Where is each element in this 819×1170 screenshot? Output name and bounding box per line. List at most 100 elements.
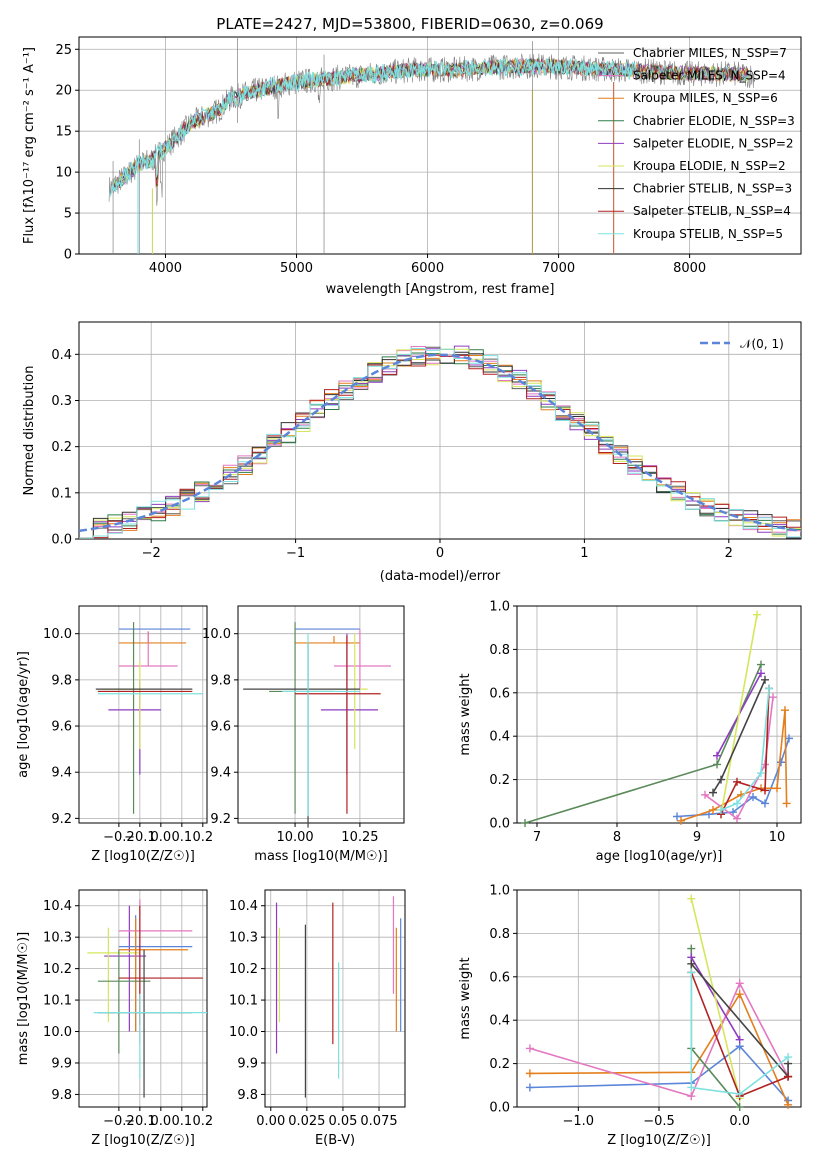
x-tick-label: 0.2 xyxy=(192,830,213,845)
x-tick-label: 9 xyxy=(693,830,701,845)
y-tick-label: 0.4 xyxy=(489,730,510,745)
y-tick-label: 0.0 xyxy=(51,533,72,548)
x-tick-label: 7 xyxy=(533,830,541,845)
massweight-age-point xyxy=(785,734,793,743)
y-tick-label: 0.8 xyxy=(489,927,510,942)
massweight-Z-point xyxy=(784,1053,793,1062)
x-tick-label: 0.0 xyxy=(150,830,171,845)
massweight-Z-point xyxy=(735,990,744,999)
massweight-age-point xyxy=(733,814,741,823)
y-tick-label: 0.2 xyxy=(489,1057,510,1072)
x-tick-label: −0.1 xyxy=(124,830,156,845)
massweight-age-point xyxy=(713,751,721,760)
axes-frame xyxy=(237,605,405,824)
y-tick-label: 10.2 xyxy=(229,962,258,977)
y-axis-label: Flux [fλ10⁻¹⁷ erg cm⁻² s⁻¹ A⁻¹] xyxy=(22,47,37,244)
error-bar-6 xyxy=(243,642,360,828)
normal-curve xyxy=(78,353,802,533)
chart-massweight_vs_Z: −1.0 −0.5 0.0 0.0 0.2 0.4 0.6 0.8 1.0 Z [log10(Z/… xyxy=(458,884,802,1148)
y-tick-label: 9.2 xyxy=(210,812,231,827)
x-tick-label: 10.25 xyxy=(341,830,378,845)
massweight-age-point xyxy=(701,790,709,799)
y-tick-label: 10.0 xyxy=(43,1025,72,1040)
massweight-Z-point xyxy=(735,1089,744,1098)
y-tick-label: 0.6 xyxy=(489,970,510,985)
x-axis-label: Z [log10(Z/Z☉)] xyxy=(91,849,195,864)
grid-lines xyxy=(238,606,404,823)
x-tick-label: −0.1 xyxy=(124,1114,156,1129)
massweight-Z-line-2 xyxy=(529,981,789,1098)
grid-lines xyxy=(265,890,405,1107)
x-tick-label: 10 xyxy=(769,830,786,845)
y-tick-label: 9.6 xyxy=(210,720,231,735)
grid-lines xyxy=(79,606,207,823)
chart-mass_vs_EBV: 0.00 0.025 0.05 0.075 9.8 9.9 10.0 10.1 10.2 10.3… xyxy=(229,889,406,1148)
y-tick-label: 0.0 xyxy=(489,817,510,832)
x-tick-label: −0.2 xyxy=(103,830,135,845)
y-tick-label: 9.8 xyxy=(51,1088,72,1103)
massweight-age-point xyxy=(753,610,761,619)
error-bar-5 xyxy=(102,661,141,750)
y-tick-label: 10.4 xyxy=(229,899,258,914)
chart-age_vs_Z: −0.2−0.10.0 0.1 0.2 9.2 9.4 9.6 9.8 10.0 Z [log1… xyxy=(16,605,213,864)
x-tick-label: −2 xyxy=(142,546,161,561)
y-tick-label: 15 xyxy=(55,125,72,140)
massweight-Z-point xyxy=(687,944,696,953)
grid-lines xyxy=(517,889,801,1108)
massweight-age-point xyxy=(761,799,769,808)
massweight-age-point xyxy=(673,812,681,821)
error-bar-5 xyxy=(97,949,151,1054)
x-axis-label: mass [log10(M/M☉)] xyxy=(254,849,387,864)
legend-entry: Chabrier ELODIE, N_SSP=3 xyxy=(633,114,795,128)
y-tick-label: 10.2 xyxy=(43,962,72,977)
y-tick-label: 9.2 xyxy=(51,812,72,827)
y-tick-label: 10.1 xyxy=(43,994,72,1009)
x-tick-label: 10.00 xyxy=(276,830,313,845)
massweight-age-point xyxy=(757,769,765,778)
y-tick-label: 9.6 xyxy=(51,720,72,735)
x-tick-label: 2 xyxy=(725,546,733,561)
y-tick-label: 9.9 xyxy=(51,1056,72,1071)
axes-frame xyxy=(516,605,802,824)
x-tick-label: 8000 xyxy=(673,261,706,276)
y-tick-label: 9.4 xyxy=(51,766,72,781)
x-tick-label: 0.1 xyxy=(171,830,192,845)
error-bar-8 xyxy=(282,633,360,817)
error-bar-1 xyxy=(118,631,187,644)
axes-frame xyxy=(78,889,208,1108)
x-axis-label: Z [log10(Z/Z☉)] xyxy=(91,1133,195,1148)
y-tick-label: 0.8 xyxy=(489,643,510,658)
x-axis-label: age [log10(age/yr)] xyxy=(596,849,723,864)
x-tick-label: 0 xyxy=(436,546,444,561)
x-tick-label: 1 xyxy=(580,546,588,561)
massweight-Z-point xyxy=(735,1103,744,1111)
y-tick-label: 9.8 xyxy=(51,673,72,688)
chart-residuals: −2 −1 0 1 2 0.0 0.1 0.2 0.3 0.4 (data-model)/error… xyxy=(22,321,802,584)
error-bar-7 xyxy=(97,949,193,1098)
massweight-age-point xyxy=(717,805,725,814)
massweight-Z-line-5 xyxy=(690,898,741,1099)
massweight-Z-point xyxy=(525,1044,534,1053)
massweight-Z-point xyxy=(735,979,744,988)
y-tick-label: 25 xyxy=(55,43,72,58)
y-axis-label: mass weight xyxy=(458,957,473,1039)
y-axis-label: mass weight xyxy=(458,673,473,755)
massweight-age-point xyxy=(709,788,717,797)
y-tick-label: 10.4 xyxy=(43,899,72,914)
y-tick-label: 0.0 xyxy=(489,1101,510,1116)
massweight-age-point xyxy=(781,706,789,715)
massweight-age-point xyxy=(717,775,725,784)
x-tick-label: −0.2 xyxy=(103,1114,135,1129)
x-axis-label: E(B-V) xyxy=(315,1133,355,1148)
massweight-age-point xyxy=(777,758,785,767)
legend-entry: Chabrier MILES, N_SSP=7 xyxy=(633,46,787,60)
grid-lines xyxy=(517,605,801,824)
x-tick-label: 0.0 xyxy=(729,1114,750,1129)
error-bar-0 xyxy=(104,905,147,1032)
x-tick-label: 0.05 xyxy=(328,1114,357,1129)
massweight-age-point xyxy=(769,693,777,702)
massweight-Z-point xyxy=(525,1083,534,1092)
massweight-age-point xyxy=(521,819,529,827)
massweight-Z-point xyxy=(687,1083,696,1092)
y-tick-label: 9.8 xyxy=(237,1088,258,1103)
